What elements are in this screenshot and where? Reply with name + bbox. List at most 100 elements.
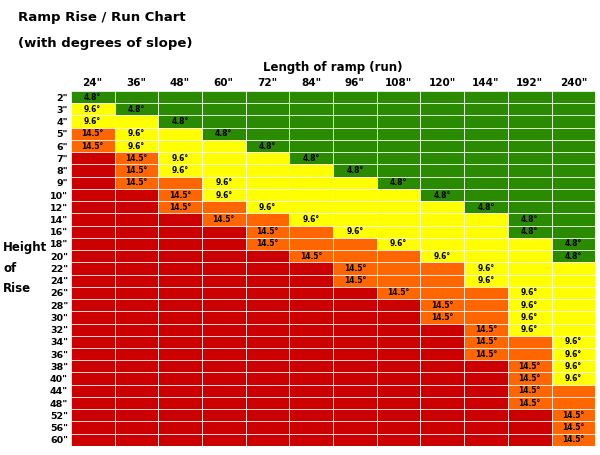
Bar bbox=[71, 213, 115, 226]
Text: Rise: Rise bbox=[3, 283, 31, 295]
Bar bbox=[289, 177, 333, 189]
Bar bbox=[115, 263, 158, 274]
Bar bbox=[421, 287, 464, 299]
Bar bbox=[421, 177, 464, 189]
Bar bbox=[289, 348, 333, 360]
Bar bbox=[421, 397, 464, 409]
Bar bbox=[333, 238, 377, 250]
Bar bbox=[464, 373, 508, 385]
Bar bbox=[551, 128, 595, 140]
Bar bbox=[551, 324, 595, 336]
Bar bbox=[551, 434, 595, 446]
Bar bbox=[202, 164, 245, 177]
Bar bbox=[158, 189, 202, 201]
Bar bbox=[289, 250, 333, 263]
Bar bbox=[71, 434, 115, 446]
Bar bbox=[377, 287, 421, 299]
Bar bbox=[421, 164, 464, 177]
Bar bbox=[71, 152, 115, 164]
Text: 14.5°: 14.5° bbox=[431, 313, 454, 322]
Bar bbox=[115, 91, 158, 103]
Bar bbox=[115, 201, 158, 213]
Bar bbox=[115, 189, 158, 201]
Bar bbox=[202, 421, 245, 434]
Text: (with degrees of slope): (with degrees of slope) bbox=[18, 37, 193, 51]
Text: 9.6°: 9.6° bbox=[215, 178, 232, 187]
Text: 4.8°: 4.8° bbox=[478, 203, 494, 212]
Bar bbox=[377, 91, 421, 103]
Bar bbox=[245, 397, 289, 409]
Bar bbox=[464, 287, 508, 299]
Bar bbox=[158, 164, 202, 177]
Text: 4.8°: 4.8° bbox=[128, 105, 145, 114]
Bar bbox=[115, 274, 158, 287]
Bar bbox=[551, 213, 595, 226]
Bar bbox=[377, 274, 421, 287]
Bar bbox=[245, 360, 289, 373]
Bar bbox=[333, 360, 377, 373]
Bar bbox=[333, 164, 377, 177]
Text: 14.5°: 14.5° bbox=[125, 178, 148, 187]
Bar bbox=[377, 213, 421, 226]
Bar bbox=[333, 397, 377, 409]
Text: 14.5°: 14.5° bbox=[300, 252, 322, 261]
Bar bbox=[377, 311, 421, 324]
Text: 14.5°: 14.5° bbox=[344, 276, 366, 285]
Bar bbox=[115, 299, 158, 311]
Bar bbox=[289, 299, 333, 311]
Bar bbox=[245, 177, 289, 189]
Text: 14.5°: 14.5° bbox=[562, 411, 584, 420]
Bar bbox=[377, 128, 421, 140]
Bar bbox=[289, 164, 333, 177]
Text: 14.5°: 14.5° bbox=[256, 227, 278, 236]
Bar bbox=[71, 164, 115, 177]
Bar bbox=[202, 348, 245, 360]
Bar bbox=[464, 348, 508, 360]
Bar bbox=[421, 116, 464, 128]
Bar bbox=[377, 140, 421, 152]
Bar bbox=[377, 189, 421, 201]
Bar bbox=[421, 213, 464, 226]
Bar bbox=[421, 274, 464, 287]
Bar bbox=[508, 348, 551, 360]
Bar bbox=[115, 311, 158, 324]
Bar bbox=[158, 336, 202, 348]
Bar bbox=[158, 177, 202, 189]
Bar bbox=[333, 274, 377, 287]
Bar bbox=[551, 274, 595, 287]
Bar bbox=[421, 226, 464, 238]
Bar bbox=[202, 213, 245, 226]
Bar bbox=[551, 348, 595, 360]
Bar bbox=[508, 299, 551, 311]
Bar bbox=[202, 385, 245, 397]
Bar bbox=[71, 177, 115, 189]
Bar bbox=[333, 103, 377, 116]
Bar bbox=[158, 360, 202, 373]
Bar bbox=[115, 152, 158, 164]
Text: 14.5°: 14.5° bbox=[344, 264, 366, 273]
Bar bbox=[245, 152, 289, 164]
Bar bbox=[508, 385, 551, 397]
Bar bbox=[289, 116, 333, 128]
Bar bbox=[551, 177, 595, 189]
Bar bbox=[421, 299, 464, 311]
Text: 14.5°: 14.5° bbox=[82, 142, 104, 151]
Bar bbox=[289, 360, 333, 373]
Bar bbox=[508, 263, 551, 274]
Bar bbox=[245, 91, 289, 103]
Bar bbox=[115, 177, 158, 189]
Bar bbox=[71, 373, 115, 385]
Bar bbox=[551, 164, 595, 177]
Bar bbox=[464, 226, 508, 238]
Bar bbox=[158, 226, 202, 238]
Bar bbox=[421, 250, 464, 263]
Bar bbox=[115, 213, 158, 226]
Bar bbox=[158, 103, 202, 116]
Bar bbox=[202, 189, 245, 201]
Bar bbox=[71, 189, 115, 201]
Bar bbox=[464, 311, 508, 324]
Bar bbox=[464, 360, 508, 373]
Bar bbox=[158, 434, 202, 446]
Bar bbox=[245, 434, 289, 446]
Bar bbox=[71, 274, 115, 287]
